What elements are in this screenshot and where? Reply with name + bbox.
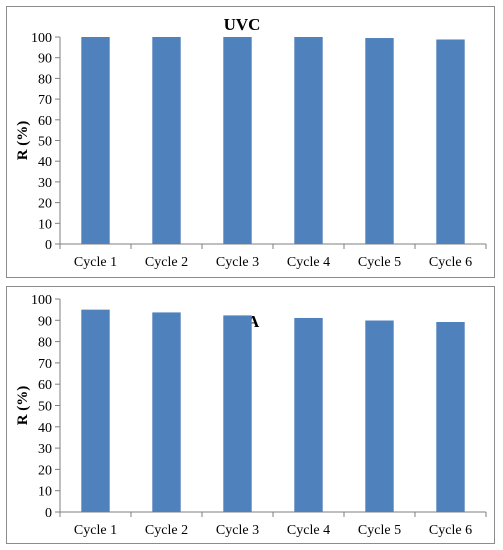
uvc-x-tick-label: Cycle 5 — [358, 255, 401, 270]
uva-bar-cycle-4 — [294, 317, 323, 512]
uvc-x-tick-label: Cycle 4 — [287, 255, 330, 270]
uvc-x-tick-label: Cycle 6 — [429, 255, 472, 270]
uva-bar-cycle-2 — [152, 312, 181, 512]
uva-bar-cycle-3 — [223, 315, 252, 512]
uva-y-tick-label: 80 — [38, 336, 52, 351]
uva-x-tick-label: Cycle 2 — [145, 523, 188, 538]
uvc-bar-cycle-6 — [436, 39, 465, 244]
uva-y-tick-label: 90 — [38, 314, 52, 329]
uvc-y-tick-label: 80 — [38, 72, 52, 87]
uvc-y-tick-label: 30 — [38, 176, 52, 191]
uvc-bar-cycle-5 — [365, 38, 394, 244]
uva-bar-cycle-5 — [365, 320, 394, 512]
uvc-y-tick-label: 70 — [38, 93, 52, 108]
uva-x-tick-label: Cycle 5 — [358, 523, 401, 538]
uva-x-tick-label: Cycle 3 — [216, 523, 259, 538]
uvc-chart-panel: UVC R (%) 0 10 20 30 40 50 60 70 80 90 100 Cycle 1 Cyc… — [6, 6, 495, 278]
uvc-y-tick-label: 60 — [38, 114, 52, 129]
uvc-x-tick-label: Cycle 3 — [216, 255, 259, 270]
uvc-y-tick-label: 100 — [31, 31, 52, 46]
uvc-y-axis-label: R (%) — [15, 121, 31, 161]
uva-y-tick-label: 100 — [31, 293, 52, 308]
uva-y-tick-label: 60 — [38, 378, 52, 393]
uvc-x-tick-label: Cycle 2 — [145, 255, 188, 270]
uvc-bar-cycle-4 — [294, 37, 323, 244]
uvc-y-tick-label: 40 — [38, 155, 52, 170]
uva-y-tick-label: 0 — [45, 506, 52, 521]
uvc-x-tick-label: Cycle 1 — [74, 255, 117, 270]
uvc-y-tick-label: 0 — [45, 238, 52, 253]
uvc-bar-cycle-2 — [152, 37, 181, 244]
uvc-bar-cycle-3 — [223, 37, 252, 244]
uva-y-tick-label: 40 — [38, 421, 52, 436]
uvc-y-tick-label: 20 — [38, 197, 52, 212]
uvc-chart-title: UVC — [224, 15, 261, 34]
uva-bar-cycle-6 — [436, 322, 465, 512]
uvc-y-tick-label: 90 — [38, 52, 52, 67]
uva-y-axis-label: R (%) — [15, 386, 31, 426]
uvc-y-tick-label: 10 — [38, 217, 52, 232]
uvc-y-tick-label: 50 — [38, 135, 52, 150]
uva-bar-cycle-1 — [81, 309, 110, 512]
uva-y-tick-label: 10 — [38, 485, 52, 500]
uva-y-tick-label: 30 — [38, 442, 52, 457]
uva-y-tick-label: 70 — [38, 357, 52, 372]
uva-y-tick-label: 50 — [38, 400, 52, 415]
uvc-bar-cycle-1 — [81, 37, 110, 244]
uva-x-tick-label: Cycle 4 — [287, 523, 330, 538]
uva-x-tick-label: Cycle 1 — [74, 523, 117, 538]
uva-y-tick-label: 20 — [38, 463, 52, 478]
uva-x-tick-label: Cycle 6 — [429, 523, 472, 538]
uvc-chart: UVC R (%) 0 10 20 30 40 50 60 70 80 90 100 Cycle 1 Cyc… — [15, 15, 487, 270]
